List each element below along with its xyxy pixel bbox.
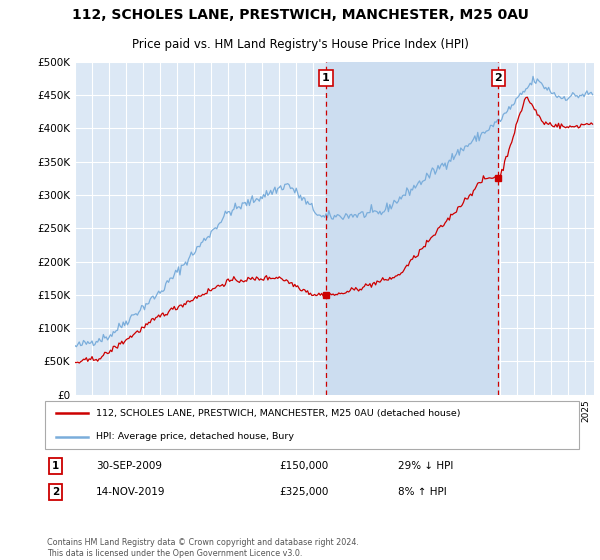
Text: 2: 2 <box>52 487 59 497</box>
Text: 29% ↓ HPI: 29% ↓ HPI <box>398 461 454 471</box>
Text: 30-SEP-2009: 30-SEP-2009 <box>96 461 162 471</box>
Bar <box>326 62 498 395</box>
Text: 8% ↑ HPI: 8% ↑ HPI <box>398 487 447 497</box>
Text: Contains HM Land Registry data © Crown copyright and database right 2024.
This d: Contains HM Land Registry data © Crown c… <box>47 538 359 558</box>
Text: Price paid vs. HM Land Registry's House Price Index (HPI): Price paid vs. HM Land Registry's House … <box>131 38 469 52</box>
Text: 112, SCHOLES LANE, PRESTWICH, MANCHESTER, M25 0AU (detached house): 112, SCHOLES LANE, PRESTWICH, MANCHESTER… <box>96 409 461 418</box>
FancyBboxPatch shape <box>45 402 580 449</box>
Text: HPI: Average price, detached house, Bury: HPI: Average price, detached house, Bury <box>96 432 294 441</box>
Text: 112, SCHOLES LANE, PRESTWICH, MANCHESTER, M25 0AU: 112, SCHOLES LANE, PRESTWICH, MANCHESTER… <box>71 8 529 22</box>
Text: 1: 1 <box>322 73 330 83</box>
Text: £325,000: £325,000 <box>280 487 329 497</box>
Text: 2: 2 <box>494 73 502 83</box>
Text: £150,000: £150,000 <box>280 461 329 471</box>
Text: 1: 1 <box>52 461 59 471</box>
Text: 14-NOV-2019: 14-NOV-2019 <box>96 487 166 497</box>
